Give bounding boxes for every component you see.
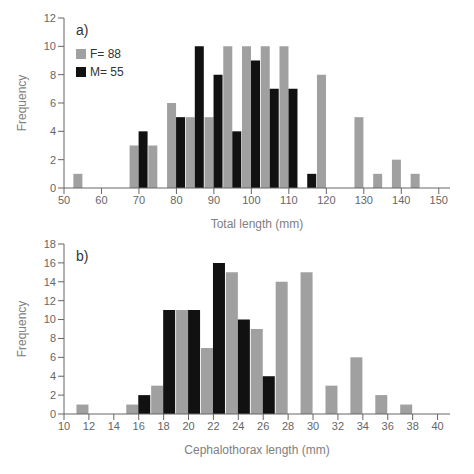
svg-text:30: 30	[307, 420, 319, 432]
svg-text:4: 4	[50, 125, 56, 137]
svg-text:12: 12	[44, 295, 56, 307]
svg-text:10: 10	[44, 40, 56, 52]
svg-text:20: 20	[182, 420, 194, 432]
svg-text:34: 34	[357, 420, 369, 432]
html-text:b): b)	[76, 248, 89, 264]
svg-text:36: 36	[382, 420, 394, 432]
svg-text:18: 18	[44, 238, 56, 250]
svg-text:140: 140	[392, 194, 410, 206]
svg-text:100: 100	[242, 194, 260, 206]
svg-text:Cephalothorax length (mm): Cephalothorax length (mm)	[184, 443, 329, 457]
svg-text:40: 40	[431, 420, 443, 432]
svg-text:150: 150	[430, 194, 448, 206]
svg-text:50: 50	[58, 194, 70, 206]
svg-text:32: 32	[332, 420, 344, 432]
svg-text:18: 18	[157, 420, 169, 432]
svg-text:Total length (mm): Total length (mm)	[211, 217, 304, 231]
svg-text:26: 26	[257, 420, 269, 432]
svg-text:120: 120	[317, 194, 335, 206]
svg-text:0: 0	[50, 182, 56, 194]
svg-text:16: 16	[133, 420, 145, 432]
svg-text:80: 80	[170, 194, 182, 206]
svg-text:24: 24	[232, 420, 244, 432]
svg-text:4: 4	[50, 370, 56, 382]
svg-text:14: 14	[108, 420, 120, 432]
html-text:a): a)	[76, 22, 89, 38]
svg-text:14: 14	[44, 276, 56, 288]
svg-text:70: 70	[133, 194, 145, 206]
svg-text:2: 2	[50, 389, 56, 401]
svg-text:6: 6	[50, 351, 56, 363]
svg-text:10: 10	[44, 313, 56, 325]
svg-text:Frequency: Frequency	[15, 75, 29, 132]
svg-text:90: 90	[208, 194, 220, 206]
svg-text:8: 8	[50, 69, 56, 81]
svg-text:22: 22	[207, 420, 219, 432]
svg-text:Frequency: Frequency	[15, 301, 29, 358]
svg-text:60: 60	[95, 194, 107, 206]
svg-text:38: 38	[407, 420, 419, 432]
svg-text:16: 16	[44, 257, 56, 269]
svg-text:110: 110	[280, 194, 298, 206]
svg-text:10: 10	[58, 420, 70, 432]
svg-text:0: 0	[50, 408, 56, 420]
html-text:F= 88: F= 88	[90, 47, 121, 61]
svg-text:28: 28	[282, 420, 294, 432]
html-text:M= 55: M= 55	[90, 65, 124, 79]
svg-text:130: 130	[355, 194, 373, 206]
svg-text:12: 12	[83, 420, 95, 432]
svg-text:12: 12	[44, 12, 56, 24]
svg-text:6: 6	[50, 97, 56, 109]
svg-text:8: 8	[50, 332, 56, 344]
svg-text:2: 2	[50, 154, 56, 166]
